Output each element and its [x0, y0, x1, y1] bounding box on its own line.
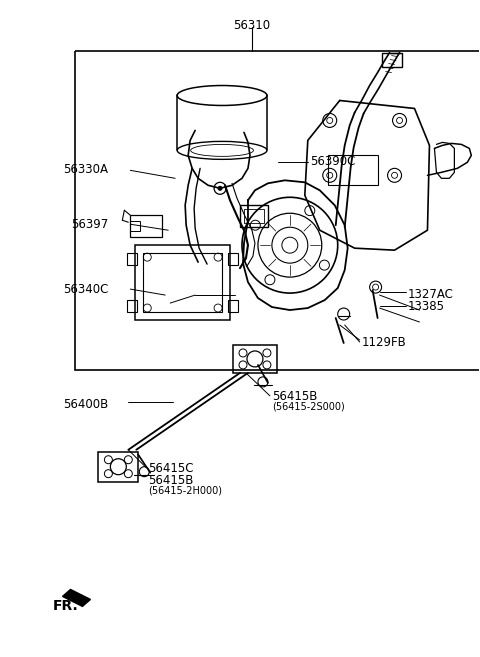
Bar	[135, 245, 230, 320]
Text: 1327AC: 1327AC	[408, 288, 454, 301]
Bar	[98, 452, 138, 482]
Text: 1129FB: 1129FB	[361, 336, 407, 349]
Bar	[144, 253, 222, 312]
Text: 56415C: 56415C	[148, 462, 194, 475]
Bar	[130, 221, 140, 231]
Bar	[244, 209, 264, 223]
Bar	[130, 215, 162, 237]
Bar	[328, 155, 378, 185]
Polygon shape	[62, 589, 90, 606]
Text: (56415-2H000): (56415-2H000)	[148, 486, 222, 495]
Text: 56415B: 56415B	[148, 474, 193, 487]
Bar	[75, 51, 480, 370]
Text: 56415B: 56415B	[272, 390, 317, 403]
Bar	[228, 253, 238, 265]
Text: FR.: FR.	[52, 599, 78, 614]
Bar	[240, 205, 268, 227]
Text: 56390C: 56390C	[310, 155, 355, 168]
Text: 56397: 56397	[71, 218, 108, 231]
Text: 56340C: 56340C	[63, 283, 108, 296]
Text: 13385: 13385	[408, 300, 444, 313]
Bar	[127, 253, 137, 265]
Bar	[382, 53, 402, 66]
Text: 56400B: 56400B	[63, 398, 108, 411]
Text: 56330A: 56330A	[63, 164, 108, 176]
Circle shape	[218, 187, 222, 191]
Bar	[127, 300, 137, 312]
Text: (56415-2S000): (56415-2S000)	[272, 402, 345, 412]
Bar	[233, 345, 277, 373]
Bar	[228, 300, 238, 312]
Text: 56310: 56310	[233, 18, 271, 32]
